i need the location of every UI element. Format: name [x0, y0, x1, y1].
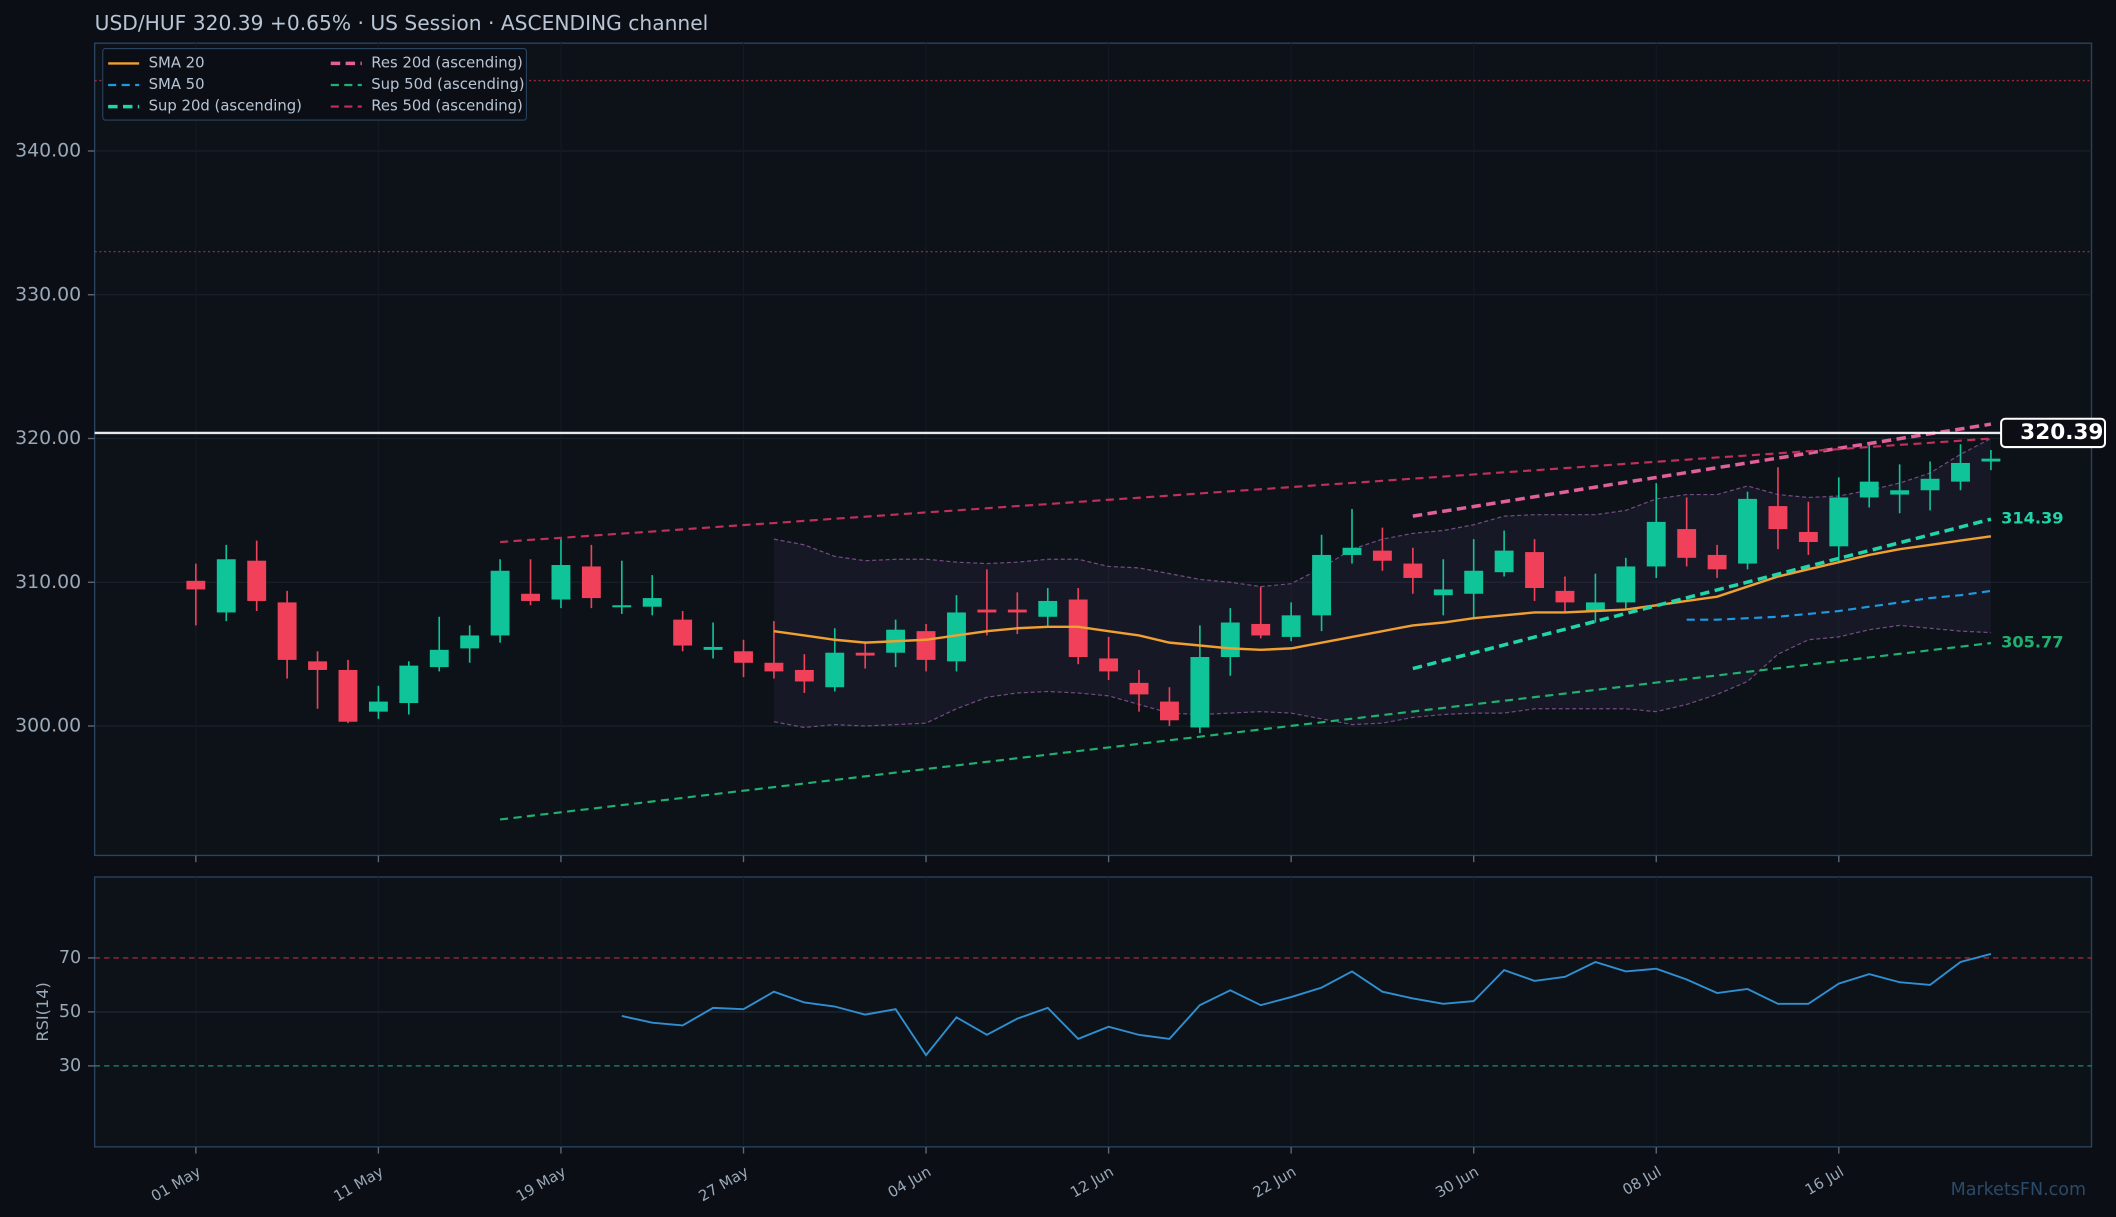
- series-line: [499, 642, 1992, 821]
- candle-body: [429, 649, 449, 668]
- candle-body: [1951, 462, 1970, 482]
- candle-body: [1312, 554, 1332, 616]
- candle-body: [1372, 550, 1392, 561]
- y-tick-label: 320.00: [15, 427, 81, 449]
- candle-body: [642, 598, 662, 607]
- candle-body: [581, 566, 601, 599]
- candle-body: [1038, 600, 1058, 617]
- candle-body: [1099, 658, 1119, 672]
- candle-body: [490, 570, 510, 636]
- price-panel: [93, 42, 2093, 857]
- candle-body: [1220, 622, 1240, 658]
- watermark: MarketsFN.com: [1951, 1180, 2086, 1200]
- series-line: [773, 535, 1992, 652]
- candle-body: [1403, 563, 1423, 578]
- candle-body: [916, 631, 936, 660]
- candle-body: [1646, 521, 1666, 567]
- candle-body: [277, 602, 297, 660]
- candle-body: [216, 559, 236, 613]
- candle-body: [1525, 552, 1544, 589]
- candle-body: [1768, 506, 1788, 530]
- candle-body: [1616, 566, 1636, 603]
- candle-body: [1190, 657, 1210, 728]
- candle-body: [1677, 529, 1697, 558]
- legend-label: Res 50d (ascending): [371, 98, 523, 115]
- candle-body: [855, 652, 875, 656]
- candle-body: [521, 593, 540, 601]
- candle-body: [1707, 554, 1727, 570]
- series-line: [1412, 422, 1992, 518]
- candle-body: [764, 662, 784, 672]
- y-tick-label: 50: [59, 1002, 81, 1022]
- band-lower: [773, 624, 1991, 729]
- candle-body: [399, 665, 419, 704]
- candle-body: [673, 619, 693, 646]
- candle-body: [1829, 497, 1849, 547]
- candle-body: [1494, 550, 1514, 573]
- rsi-axis-label: RSI(14): [33, 982, 52, 1042]
- candle-body: [1981, 458, 2001, 462]
- legend-label: Sup 20d (ascending): [149, 98, 302, 115]
- candle-body: [1890, 490, 1910, 495]
- y-tick-label: 70: [59, 948, 81, 968]
- candle-body: [368, 701, 388, 712]
- candle-body: [460, 635, 480, 649]
- candle-body: [794, 669, 814, 682]
- chart-title: USD/HUF 320.39 +0.65% · US Session · ASC…: [95, 11, 709, 35]
- candle-body: [186, 580, 206, 590]
- legend-label: Res 20d (ascending): [371, 54, 523, 71]
- candle-body: [1342, 547, 1362, 555]
- band-upper: [773, 437, 1992, 588]
- candle-body: [1433, 589, 1453, 596]
- y-tick-label: 330.00: [15, 283, 81, 305]
- candle-body: [338, 669, 358, 722]
- series-line: [1686, 589, 1992, 621]
- legend-box: [102, 48, 527, 121]
- candle-body: [1281, 615, 1301, 637]
- rsi-line: [621, 952, 1992, 1057]
- last-price-label: 320.39: [2020, 420, 2103, 445]
- candle-body: [612, 605, 632, 608]
- candle-body: [734, 651, 753, 663]
- candle-body: [1798, 531, 1818, 543]
- candle-body: [1555, 590, 1575, 603]
- candle-body: [1585, 602, 1605, 612]
- candle-body: [551, 565, 571, 600]
- legend-label: SMA 20: [149, 54, 205, 71]
- candle-body: [1738, 498, 1757, 564]
- candle-body: [1859, 481, 1879, 498]
- end-value-label: 314.39: [2001, 509, 2063, 528]
- candle-body: [1160, 701, 1179, 721]
- candle-body: [947, 612, 966, 662]
- candle-body: [1068, 599, 1088, 658]
- candle-body: [308, 661, 327, 670]
- candle-body: [247, 560, 267, 601]
- series-line: [1412, 517, 1992, 671]
- candle-body: [977, 609, 997, 613]
- candle-body: [703, 646, 723, 650]
- candle-body: [1007, 609, 1027, 613]
- series-line: [500, 437, 1991, 544]
- legend-label: SMA 50: [149, 76, 205, 93]
- candle-body: [825, 652, 845, 688]
- legend-label: Sup 50d (ascending): [371, 76, 524, 93]
- end-value-label: 305.77: [2001, 633, 2063, 652]
- candle-body: [1129, 682, 1149, 695]
- last-price-box: [2000, 417, 2107, 449]
- candle-body: [1251, 623, 1271, 636]
- y-tick-label: 30: [59, 1056, 81, 1076]
- candle-body: [1920, 478, 1940, 491]
- y-tick-label: 300.00: [15, 715, 81, 737]
- candle-body: [1464, 570, 1484, 594]
- y-tick-label: 340.00: [15, 139, 81, 161]
- y-tick-label: 310.00: [15, 571, 81, 593]
